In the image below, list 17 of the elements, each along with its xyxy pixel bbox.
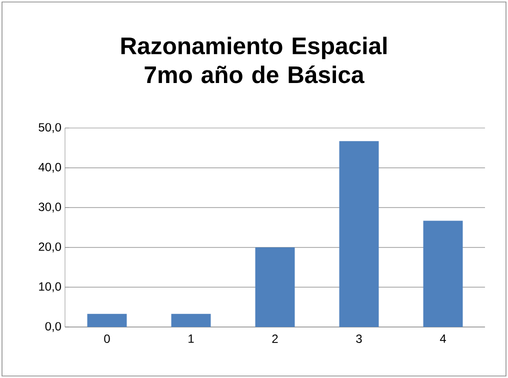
y-tick-label: 0,0	[45, 322, 62, 332]
bar	[171, 314, 211, 327]
x-tick-label: 0	[104, 334, 110, 343]
bar	[87, 314, 127, 327]
x-tick-label: 2	[272, 334, 278, 343]
bar	[255, 247, 295, 327]
bar	[423, 220, 463, 327]
y-tick-label: 10,0	[39, 282, 62, 292]
y-tick-label: 30,0	[38, 202, 62, 213]
x-tick-label: 1	[188, 334, 194, 343]
chart-title: Razonamiento Espacial 7mo año de Básica	[121, 36, 386, 84]
y-tick-label: 50,0	[38, 123, 62, 133]
y-tick-label: 20,0	[38, 242, 62, 252]
x-tick-label: 3	[356, 334, 362, 343]
x-tick-label: 4	[440, 334, 446, 343]
bar	[339, 141, 379, 327]
y-tick-label: 40,0	[38, 162, 62, 173]
